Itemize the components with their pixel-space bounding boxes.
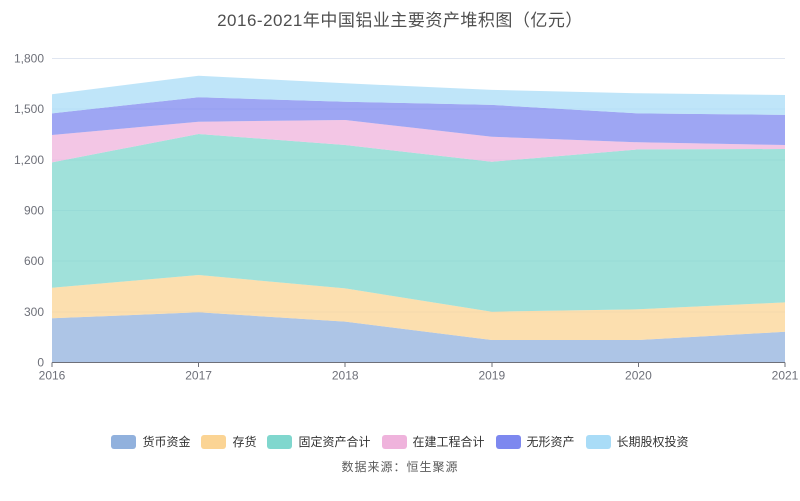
area-series-4 — [52, 97, 785, 145]
legend-label: 存货 — [232, 435, 257, 449]
area-series-2 — [52, 134, 785, 312]
x-axis-label-2020: 2020 — [625, 369, 652, 383]
legend-swatch-icon — [585, 434, 611, 449]
legend-swatch-icon — [111, 434, 137, 449]
x-axis-label-2019: 2019 — [478, 369, 505, 383]
legend-swatch-icon — [381, 434, 407, 449]
legend-swatch-icon — [495, 434, 521, 449]
legend-item-2[interactable]: 固定资产合计 — [267, 433, 371, 450]
x-axis-label-2017: 2017 — [185, 369, 212, 383]
area-series-0 — [52, 312, 785, 363]
x-axis-label-2021: 2021 — [772, 369, 799, 383]
x-axis-label-2016: 2016 — [39, 369, 66, 383]
legend-swatch-icon — [201, 434, 227, 449]
y-axis-label-600: 600 — [24, 254, 44, 268]
x-axis-label-2018: 2018 — [332, 369, 359, 383]
y-axis-label-1200: 1,200 — [14, 153, 44, 167]
legend-label: 固定资产合计 — [298, 435, 371, 449]
chart-title: 2016-2021年中国铝业主要资产堆积图（亿元） — [217, 11, 583, 30]
stacked-area-plot: 0 300 600 900 1,200 1,500 1,800 2016 2017 2018 201… — [14, 52, 799, 383]
legend-item-4[interactable]: 无形资产 — [495, 433, 575, 450]
legend-item-1[interactable]: 存货 — [201, 433, 256, 450]
chart-legend: 货币资金 存货 固定资产合计 在建工程合计 无形资产 长期股权投资 — [0, 433, 800, 450]
legend-label: 在建工程合计 — [412, 435, 485, 449]
legend-swatch-icon — [267, 434, 293, 449]
y-axis-label-1500: 1,500 — [14, 102, 44, 116]
legend-item-5[interactable]: 长期股权投资 — [585, 433, 689, 450]
data-source: 数据来源：恒生聚源 — [341, 460, 459, 474]
y-axis-label-300: 300 — [24, 305, 44, 319]
legend-label: 货币资金 — [142, 435, 191, 449]
area-series-1 — [52, 275, 785, 340]
legend-item-3[interactable]: 在建工程合计 — [381, 433, 485, 450]
y-axis-label-900: 900 — [24, 204, 44, 218]
area-series-3 — [52, 120, 785, 163]
legend-item-0[interactable]: 货币资金 — [111, 433, 190, 450]
legend-label: 长期股权投资 — [616, 435, 689, 449]
y-axis-label-1800: 1,800 — [14, 52, 44, 66]
y-axis-label-0: 0 — [37, 356, 44, 370]
legend-label: 无形资产 — [526, 435, 575, 449]
area-series-5 — [52, 75, 785, 115]
